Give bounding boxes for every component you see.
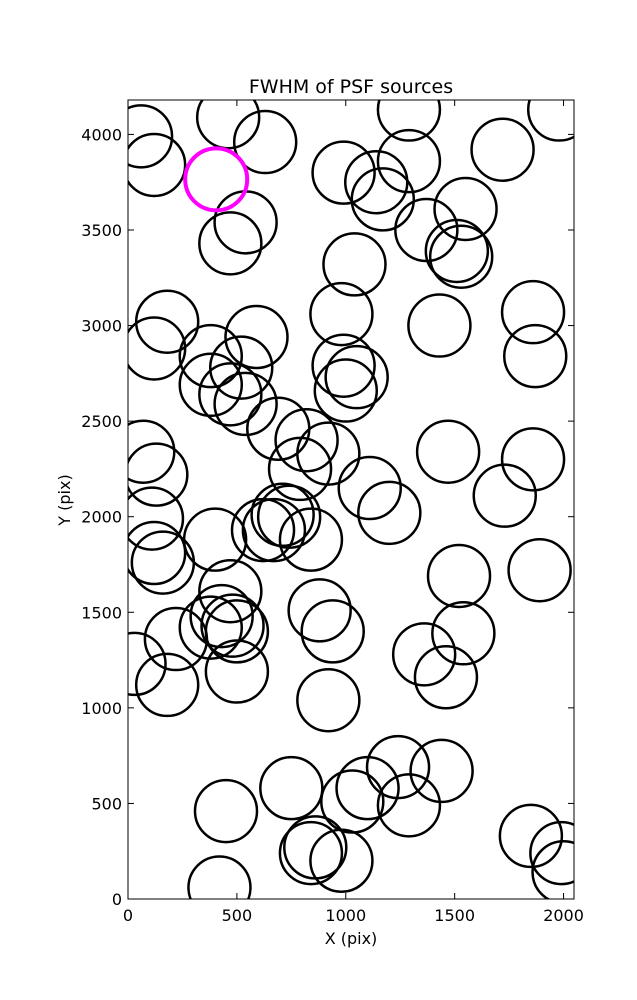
source-circle — [128, 316, 187, 381]
source-circle — [415, 419, 481, 484]
x-axis: 0 500 1000 1500 2000 — [123, 100, 584, 925]
source-circle — [526, 100, 574, 142]
source-circle — [189, 583, 254, 649]
source-circle — [198, 559, 263, 624]
source-circle — [409, 738, 474, 804]
source-circle — [128, 486, 185, 551]
source-circle — [413, 645, 479, 710]
source-circle — [324, 344, 389, 410]
source-circle — [424, 218, 490, 284]
source-circle — [498, 803, 564, 869]
x-tick-label: 1000 — [325, 906, 366, 925]
y-tick-label: 1000 — [81, 699, 122, 718]
source-circle — [267, 436, 333, 502]
y-axis-label: Y (pix) — [55, 474, 74, 526]
source-circle — [232, 109, 298, 175]
source-circle — [376, 773, 442, 838]
source-circle — [376, 128, 442, 194]
source-circle — [278, 507, 344, 572]
source-circle — [507, 537, 572, 603]
source-circle — [350, 167, 416, 232]
source-circle — [309, 828, 374, 894]
source-circle — [431, 601, 496, 666]
source-circle — [500, 427, 566, 492]
y-tick-label: 2000 — [81, 508, 122, 527]
source-circle — [426, 543, 492, 609]
y-tick-label: 4000 — [81, 125, 122, 144]
source-circle — [200, 593, 265, 658]
highlighted-source-circle — [183, 146, 250, 213]
y-tick-label: 0 — [112, 890, 122, 909]
source-circle — [428, 224, 494, 289]
source-circle — [208, 335, 274, 400]
source-circle — [311, 140, 376, 205]
source-circle — [502, 323, 568, 389]
x-tick-label: 2000 — [543, 906, 584, 925]
source-circle — [128, 631, 167, 697]
source-circle — [213, 371, 278, 437]
source-circle — [313, 358, 379, 423]
source-circle — [472, 463, 537, 528]
source-circle — [337, 455, 402, 521]
source-circle — [143, 606, 209, 672]
source-circle — [335, 755, 400, 821]
source-circle — [178, 595, 244, 660]
source-circle — [230, 497, 296, 563]
source-circle — [322, 232, 387, 297]
source-circle — [311, 333, 376, 398]
source-circle — [500, 279, 566, 345]
chart-title: FWHM of PSF sources — [249, 76, 453, 98]
source-circle — [128, 419, 176, 484]
source-circle — [531, 839, 574, 899]
x-tick-label: 1500 — [434, 906, 475, 925]
source-circle — [376, 100, 442, 142]
source-circle — [128, 520, 187, 586]
source-circle — [296, 667, 361, 733]
plot-frame — [127, 99, 575, 900]
source-circle — [178, 352, 244, 418]
source-circle — [198, 362, 263, 427]
source-circle — [470, 117, 535, 182]
source-circle — [287, 578, 352, 643]
x-axis-label: X (pix) — [325, 929, 378, 948]
source-circle — [195, 100, 261, 150]
x-tick-label: 0 — [123, 906, 133, 925]
source-circle — [407, 293, 472, 358]
source-circle — [224, 304, 289, 370]
source-circle — [128, 442, 189, 507]
y-tick-label: 1500 — [81, 603, 122, 622]
source-circle — [241, 497, 307, 563]
source-circle — [198, 211, 263, 276]
y-axis: 0 500 1000 1500 2000 2500 3000 3500 4000 — [81, 125, 574, 909]
source-circle — [433, 176, 498, 242]
source-circle — [274, 407, 339, 473]
source-circle — [204, 639, 270, 704]
source-circle — [130, 530, 196, 595]
y-tick-label: 3500 — [81, 221, 122, 240]
source-circle — [259, 755, 324, 821]
source-circle — [391, 622, 457, 687]
source-circle — [193, 778, 259, 844]
source-circle — [296, 421, 361, 486]
source-circle — [128, 132, 187, 198]
source-circle — [309, 281, 374, 347]
source-circle — [187, 855, 252, 899]
y-tick-label: 2500 — [81, 412, 122, 431]
y-tick-label: 500 — [91, 794, 122, 813]
y-tick-label: 3000 — [81, 317, 122, 336]
source-circle — [134, 652, 200, 718]
source-circle — [300, 599, 365, 664]
source-circle — [128, 104, 174, 169]
source-circle — [178, 323, 244, 389]
source-circle — [278, 820, 344, 886]
plot-markers — [128, 100, 574, 899]
x-tick-label: 500 — [222, 906, 253, 925]
source-circle — [357, 480, 422, 546]
source-circle — [529, 820, 574, 886]
